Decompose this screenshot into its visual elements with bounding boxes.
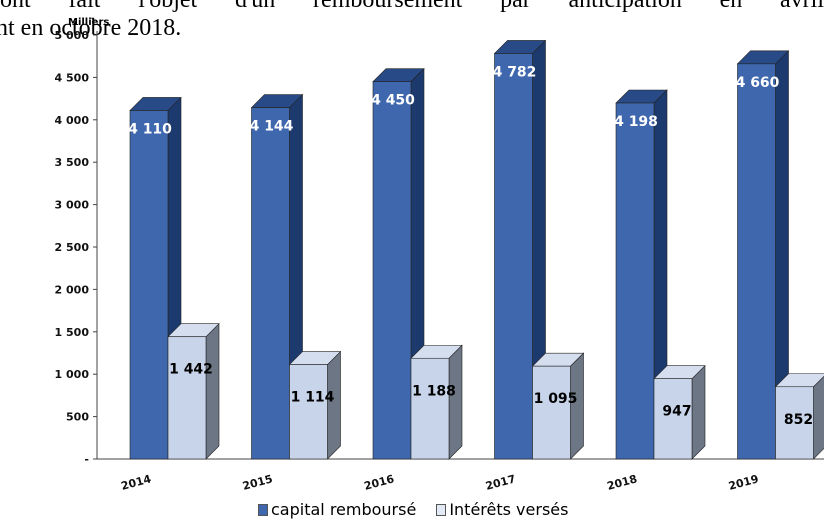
y-tick-label: 4 000 <box>55 114 90 127</box>
data-label-capital: 4 198 <box>614 114 658 130</box>
paragraph-line-2: nt en octobre 2018. <box>0 15 182 41</box>
y-tick-label: 1 500 <box>55 326 90 339</box>
x-tick-label: 2014 <box>120 472 153 493</box>
legend-label-interets: Intérêts versés <box>449 500 569 519</box>
x-tick-label: 2017 <box>484 472 517 492</box>
y-tick-label: 5 000 <box>55 29 90 42</box>
y-tick-label: 1 000 <box>55 368 90 381</box>
paragraph-line-1: ont fait l'objet d'un remboursement par … <box>0 0 824 13</box>
data-label-interets: 1 095 <box>534 391 578 407</box>
bar-interets <box>167 336 207 460</box>
bar-capital <box>372 81 412 460</box>
data-label-capital: 4 450 <box>371 93 415 109</box>
y-tick-label: 500 <box>66 411 89 424</box>
x-tick-label: 2015 <box>241 472 274 492</box>
bar-capital <box>737 63 776 460</box>
bar-capital <box>615 102 655 460</box>
x-tick-label: 2018 <box>606 472 639 492</box>
legend-swatch-interets <box>436 503 447 516</box>
data-label-interets: 1 114 <box>291 390 335 406</box>
legend-label-capital: capital remboursé <box>271 500 417 519</box>
data-label-interets: 852 <box>784 412 813 428</box>
data-label-interets: 1 188 <box>412 383 456 399</box>
legend-item-capital: capital remboursé <box>258 500 416 519</box>
bar-interets-side <box>691 364 706 460</box>
bar-interets <box>775 386 814 460</box>
bar-capital <box>251 107 290 460</box>
bar-interets-side <box>448 344 463 460</box>
y-tick-label: 2 000 <box>55 283 90 296</box>
y-axis-unit-label: Milliers <box>68 17 110 28</box>
bar-capital <box>494 53 533 460</box>
data-label-interets: 1 442 <box>169 362 213 378</box>
y-tick-label: 4 500 <box>55 71 90 84</box>
chart-legend: capital remboursé Intérêts versés <box>258 500 568 519</box>
bar-interets-side <box>205 322 220 460</box>
data-label-interets: 947 <box>662 404 691 420</box>
bar-interets <box>289 364 328 460</box>
legend-item-interets: Intérêts versés <box>436 500 568 519</box>
data-label-capital: 4 782 <box>493 64 537 80</box>
data-label-capital: 4 110 <box>128 121 172 137</box>
data-label-capital: 4 144 <box>250 119 294 135</box>
legend-swatch-capital <box>258 503 268 516</box>
x-tick-label: 2019 <box>727 472 760 492</box>
y-tick-label: - <box>84 453 89 466</box>
y-tick-label: 3 000 <box>55 199 90 212</box>
bar-interets-side <box>813 375 824 460</box>
bar-interets <box>653 378 693 460</box>
bar-interets <box>532 365 571 460</box>
x-tick-label: 2016 <box>363 472 396 493</box>
bar-capital <box>129 110 169 460</box>
y-tick-label: 2 500 <box>55 241 90 254</box>
y-tick-label: 3 500 <box>55 156 90 169</box>
data-label-capital: 4 660 <box>736 75 780 91</box>
bar-interets <box>410 357 450 460</box>
